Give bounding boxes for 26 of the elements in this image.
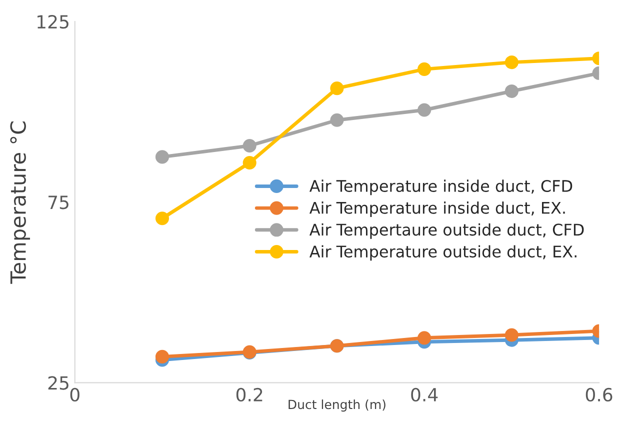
legend-label: Air Temperature outside duct, EX.	[309, 245, 576, 261]
x-tick-label: 0	[70, 388, 80, 402]
point	[330, 82, 344, 96]
y-tick-label: 75	[48, 196, 68, 210]
legend-label: Air Temperature inside duct, CFD	[309, 180, 572, 196]
point	[155, 150, 170, 164]
legend-label: Air Tempertaure outside duct, CFD	[309, 223, 584, 239]
point	[155, 212, 170, 226]
point	[504, 56, 518, 70]
y-axis-title: Temperature °C	[10, 121, 30, 284]
point	[155, 350, 170, 364]
point	[504, 84, 518, 98]
point	[242, 156, 256, 170]
x-axis-title: Duct length (m)	[288, 399, 386, 412]
point	[242, 138, 256, 153]
point	[418, 103, 432, 117]
x-tick-label: 0.4	[411, 388, 438, 402]
legend-label: Air Temperature inside duct, EX.	[309, 202, 565, 217]
point	[418, 331, 432, 345]
x-tick-label: 0.2	[236, 388, 262, 402]
x-tick-label: 0.6	[586, 388, 612, 402]
point	[330, 113, 344, 127]
point	[504, 328, 518, 342]
point	[418, 62, 432, 76]
y-tick-label: 25	[48, 376, 68, 390]
y-tick-label: 125	[38, 14, 68, 29]
